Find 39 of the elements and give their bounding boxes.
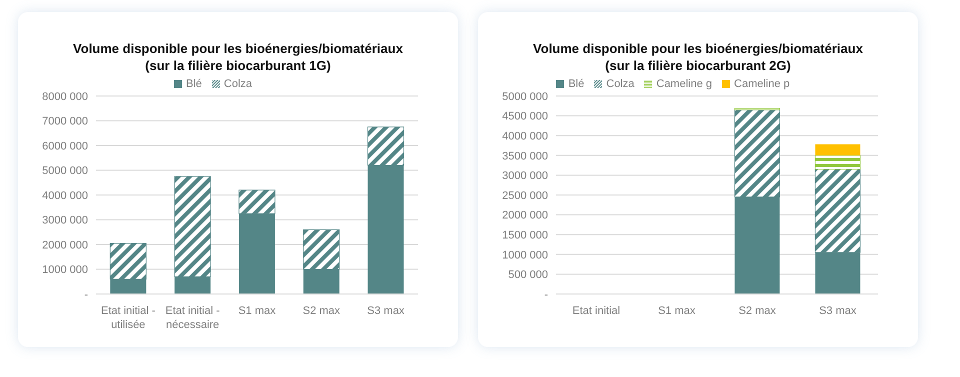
x-tick-label: S1 max xyxy=(658,305,696,317)
y-tick-label: - xyxy=(544,288,548,301)
x-tick-label: S3 max xyxy=(819,305,857,317)
x-tick-label: Etat initial - nécessaire xyxy=(165,305,220,331)
legend-label: Colza xyxy=(606,78,634,90)
y-tick-label: 2500 000 xyxy=(502,190,548,202)
y-tick-label: 5000 000 xyxy=(42,165,88,178)
y-tick-label: 3000 000 xyxy=(502,170,548,182)
y-tick-label: 2000 000 xyxy=(502,210,548,222)
y-tick-label: 500 000 xyxy=(508,269,548,282)
x-tick-label: S1 max xyxy=(238,305,276,317)
x-tick-label: S3 max xyxy=(367,305,405,317)
bar xyxy=(815,144,860,156)
legend-label: Blé xyxy=(186,78,202,90)
y-tick-label: 2000 000 xyxy=(42,239,88,252)
legend-label: Cameline p xyxy=(734,78,790,90)
y-tick-label: 3500 000 xyxy=(502,150,548,162)
y-tick-label: 6000 000 xyxy=(42,140,88,152)
y-tick-label: 7000 000 xyxy=(42,116,88,128)
legend-label: Blé xyxy=(568,78,584,90)
legend-label: Colza xyxy=(224,78,252,90)
x-tick-label: Etat initial xyxy=(572,305,620,317)
y-tick-label: 5000 000 xyxy=(502,90,548,103)
legend-label: Cameline g xyxy=(656,78,712,90)
y-tick-label: - xyxy=(84,288,88,301)
y-tick-label: 4000 000 xyxy=(42,190,88,202)
y-tick-label: 8000 000 xyxy=(42,90,88,103)
y-tick-label: 3000 000 xyxy=(42,214,88,227)
y-tick-label: 1500 000 xyxy=(502,230,548,242)
y-tick-label: 4500 000 xyxy=(502,110,548,123)
y-tick-label: 1000 000 xyxy=(42,264,88,276)
chart-title: Volume disponible pour les bioénergies/biomatériaux (sur la filière biocarburant 1G) xyxy=(72,40,404,74)
x-tick-label: S2 max xyxy=(302,305,341,317)
y-tick-label: 1000 000 xyxy=(502,249,548,262)
x-tick-label: S2 max xyxy=(738,305,776,317)
chart-title: Volume disponible pour les bioénergies/biomatériaux (sur la filière biocarburant 2G) xyxy=(532,40,864,74)
y-tick-label: 4000 000 xyxy=(502,130,548,143)
bar xyxy=(814,155,861,170)
x-tick-label: Etat initial - utilisée xyxy=(100,305,156,331)
